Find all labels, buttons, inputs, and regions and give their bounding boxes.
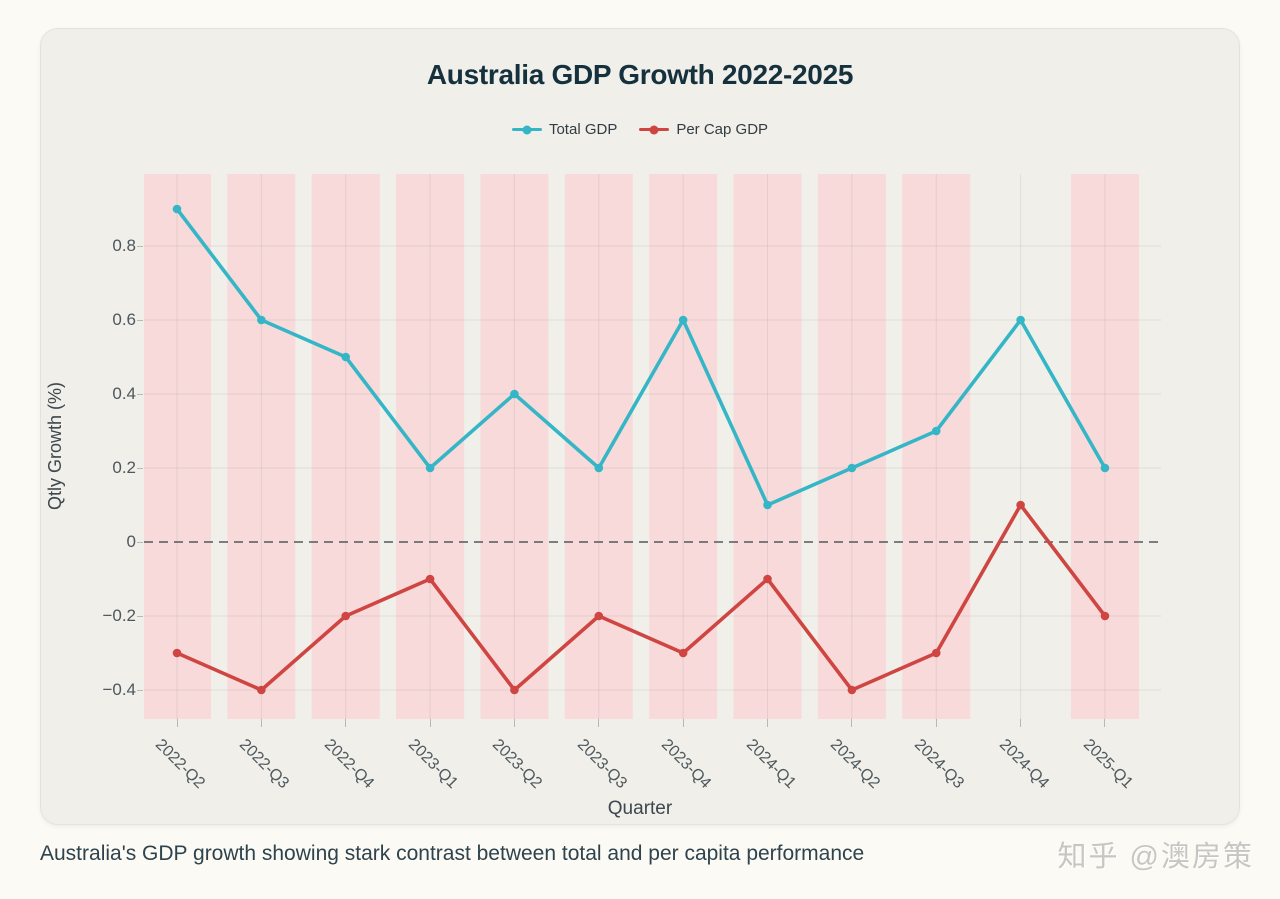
x-tick-mark	[345, 719, 347, 727]
x-tick-label: 2023-Q4	[658, 736, 715, 793]
highlight-band	[311, 174, 380, 719]
y-tick-label: 0.4	[112, 384, 136, 403]
legend-marker-line-icon	[511, 125, 542, 134]
legend-marker-line-icon	[639, 125, 670, 134]
highlight-band	[902, 174, 971, 719]
x-tick-label: 2024-Q2	[826, 736, 883, 793]
per-cap-gdp-data-point	[847, 685, 857, 695]
watermark: 知乎 @澳房策	[1057, 841, 1254, 873]
per-cap-gdp-data-point	[172, 648, 182, 658]
plot-area	[144, 174, 1161, 719]
x-tick-mark	[598, 719, 600, 727]
total-gdp-data-point	[847, 463, 857, 473]
y-tick-mark	[137, 246, 143, 247]
x-tick-label: 2024-Q4	[995, 736, 1052, 793]
highlight-band	[480, 174, 549, 719]
total-gdp-data-point	[763, 500, 772, 510]
y-tick-label: 0.8	[112, 236, 136, 255]
total-gdp-data-point	[594, 463, 604, 473]
y-tick-label: −0.2	[102, 606, 136, 625]
x-tick-label: 2025-Q1	[1079, 736, 1136, 793]
x-tick-label: 2023-Q2	[489, 736, 546, 793]
highlight-band	[733, 174, 802, 719]
x-tick-mark	[935, 719, 937, 727]
total-gdp-data-point	[678, 315, 688, 325]
caption: Australia's GDP growth showing stark con…	[40, 842, 865, 865]
x-tick-label: 2023-Q1	[405, 736, 462, 793]
y-tick-mark	[137, 616, 143, 617]
per-cap-gdp-data-point	[594, 611, 604, 621]
x-tick-label: 2022-Q4	[320, 736, 377, 793]
x-tick-label: 2023-Q3	[573, 736, 630, 793]
x-tick-mark	[851, 719, 853, 727]
total-gdp-line	[175, 207, 1107, 507]
vertical-gridlines	[176, 174, 1106, 719]
total-gdp-data-point	[1016, 315, 1025, 325]
y-tick-mark	[137, 690, 143, 691]
x-tick-label: 2022-Q2	[151, 736, 209, 793]
per-cap-gdp-line	[175, 503, 1107, 692]
legend-marker-dot-icon	[522, 125, 532, 134]
per-cap-gdp-data-point	[1016, 500, 1025, 510]
x-axis-title: Quarter	[607, 798, 673, 819]
y-tick-label: −0.4	[102, 680, 136, 699]
per-cap-gdp-data-point	[931, 648, 941, 658]
total-gdp-series	[172, 204, 1110, 510]
x-tick-mark	[176, 719, 178, 727]
y-tick-mark	[137, 394, 143, 395]
per-cap-gdp-data-point	[425, 574, 435, 584]
legend-marker-dot-icon	[649, 125, 659, 134]
x-tick-label: 2024-Q1	[742, 736, 799, 793]
total-gdp-data-point	[341, 352, 351, 362]
highlight-bands	[144, 174, 1139, 719]
y-tick-mark	[137, 468, 143, 469]
total-gdp-data-point	[510, 389, 519, 399]
x-tick-mark	[1104, 719, 1106, 727]
per-cap-gdp-data-point	[678, 648, 688, 658]
chart-card: Australia GDP Growth 2022-2025 Total GDP…	[40, 28, 1240, 825]
legend: Total GDP Per Cap GDP	[41, 121, 1239, 138]
y-tick-label: 0.2	[112, 458, 136, 477]
x-tick-mark	[429, 719, 431, 727]
legend-label: Total GDP	[548, 121, 618, 138]
total-gdp-data-point	[425, 463, 435, 473]
y-tick-label: 0	[126, 532, 136, 551]
legend-item[interactable]: Per Cap GDP	[639, 121, 768, 138]
highlight-band	[144, 174, 211, 719]
legend-item[interactable]: Total GDP	[511, 121, 618, 138]
total-gdp-data-point	[172, 204, 182, 214]
x-tick-mark	[767, 719, 769, 727]
highlight-band	[1070, 174, 1139, 719]
x-tick-label: 2022-Q3	[236, 736, 293, 793]
per-cap-gdp-data-point	[1100, 611, 1110, 621]
x-tick-mark	[260, 719, 262, 727]
per-cap-gdp-series	[172, 500, 1110, 695]
x-tick-mark	[1020, 719, 1022, 727]
x-tick-mark	[682, 719, 684, 727]
x-tick-mark	[513, 719, 515, 727]
y-tick-mark	[137, 542, 143, 543]
y-tick-mark	[137, 320, 143, 321]
total-gdp-data-point	[1100, 463, 1110, 473]
total-gdp-data-point	[257, 315, 266, 325]
horizontal-gridlines	[144, 245, 1161, 691]
per-cap-gdp-data-point	[763, 574, 772, 584]
per-cap-gdp-data-point	[341, 611, 351, 621]
highlight-band	[649, 174, 718, 719]
highlight-band	[227, 174, 296, 719]
y-tick-label: 0.6	[112, 310, 136, 329]
x-tick-label: 2024-Q3	[911, 736, 968, 793]
chart-title: Australia GDP Growth 2022-2025	[426, 59, 854, 90]
total-gdp-data-point	[931, 426, 941, 436]
legend-label: Per Cap GDP	[676, 121, 769, 138]
per-cap-gdp-data-point	[257, 685, 266, 695]
highlight-band	[817, 174, 886, 719]
per-cap-gdp-data-point	[510, 685, 519, 695]
